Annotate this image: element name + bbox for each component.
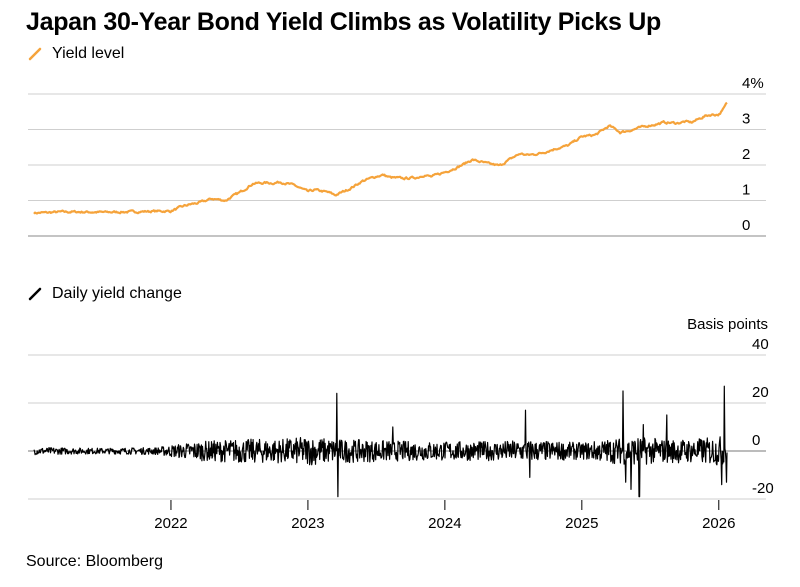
y-tick-bottom-3: -20 — [752, 480, 774, 497]
y-tick-bottom-2: 0 — [752, 432, 760, 449]
x-tick-label-0: 2022 — [154, 515, 187, 532]
x-tick-label-4: 2026 — [702, 515, 735, 532]
black-line-swatch-icon — [28, 287, 42, 301]
legend-yield-level-label: Yield level — [52, 45, 125, 62]
daily-yield-change-line — [33, 385, 728, 498]
source-note: Source: Bloomberg — [26, 553, 163, 570]
y-tick-bottom-1: 20 — [752, 384, 769, 401]
y-tick-top-0: 0 — [742, 217, 750, 234]
legend-yield-level: Yield level — [28, 45, 124, 63]
y-tick-bottom-0: 40 — [752, 336, 769, 353]
y-tick-top-3: 3 — [742, 111, 750, 128]
legend-daily-change-label: Daily yield change — [52, 285, 182, 302]
y-tick-top-2: 2 — [742, 146, 750, 163]
y-tick-top-4: 4% — [742, 75, 764, 92]
y-axis-label-bottom: Basis points — [687, 316, 768, 333]
y-tick-top-1: 1 — [742, 182, 750, 199]
chart-title: Japan 30-Year Bond Yield Climbs as Volat… — [26, 8, 661, 36]
legend-daily-change: Daily yield change — [28, 285, 182, 303]
yield-level-line — [33, 101, 728, 215]
orange-line-swatch-icon — [28, 47, 42, 61]
x-tick-label-2: 2024 — [428, 515, 461, 532]
x-tick-label-1: 2023 — [291, 515, 324, 532]
x-tick-label-3: 2025 — [565, 515, 598, 532]
